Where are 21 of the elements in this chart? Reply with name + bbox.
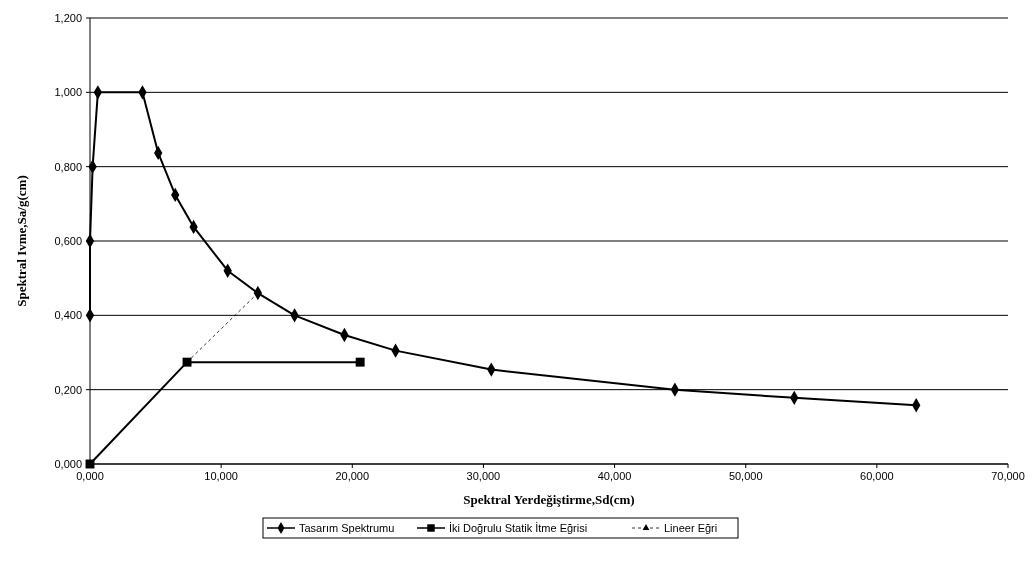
x-tick-label: 30,000 (466, 470, 501, 482)
y-tick-label: 0,000 (54, 457, 82, 470)
y-tick-label: 0,400 (54, 309, 82, 322)
y-tick-label: 1,200 (54, 11, 82, 24)
x-tick-label: 20,000 (335, 470, 370, 482)
x-tick-label: 50,000 (728, 470, 763, 482)
y-tick-label: 1,000 (54, 86, 82, 99)
legend-label: Tasarım Spektrumu (299, 521, 395, 534)
y-tick-label: 0,200 (54, 383, 82, 396)
x-tick-label: 70,000 (991, 470, 1025, 482)
x-tick-label: 40,000 (597, 470, 632, 482)
y-axis-title: Spektral Ivme,Sa/g(cm) (14, 175, 29, 307)
x-tick-label: 10,000 (204, 470, 238, 482)
y-tick-label: 0,600 (54, 234, 82, 247)
point (355, 357, 365, 367)
legend-label: İki Doğrulu Statik İtme Eğrisi (449, 521, 588, 534)
x-axis-title: Spektral Yerdeğiştirme,Sd(cm) (463, 492, 635, 507)
legend-label: Lineer Eğri (664, 521, 718, 534)
x-tick-label: 0,000 (76, 470, 104, 482)
y-tick-label: 0,800 (54, 160, 82, 173)
x-tick-label: 60,000 (860, 470, 894, 482)
